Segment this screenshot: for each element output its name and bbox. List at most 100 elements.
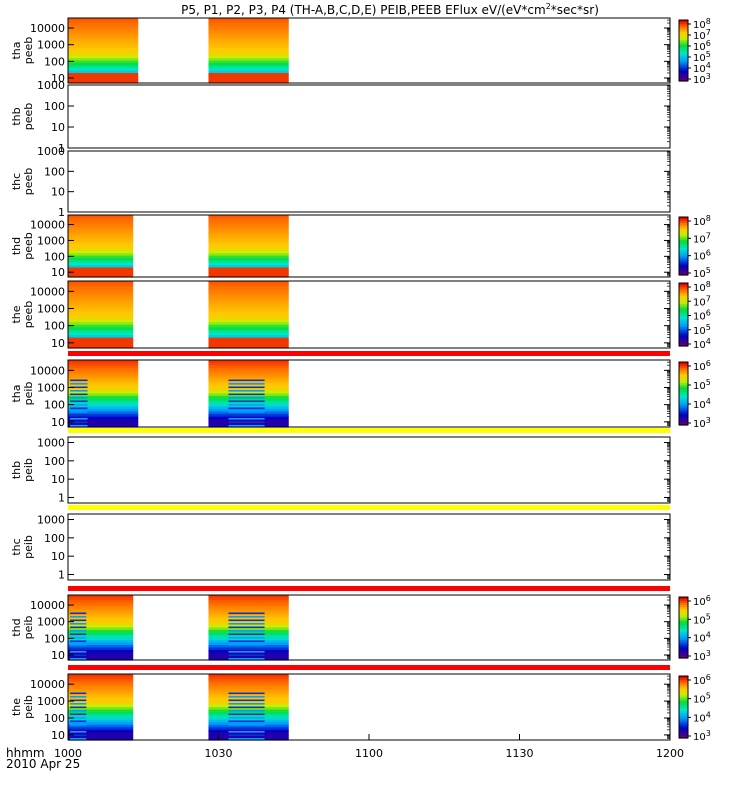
colorbar-cell — [679, 34, 688, 37]
colorbar-cell — [679, 238, 688, 241]
spectrogram-cell — [208, 58, 289, 62]
spectrogram-cell — [208, 314, 289, 318]
spectrogram-cell — [68, 388, 139, 392]
y-tick-label: 10 — [51, 266, 65, 279]
spectrogram-cell — [68, 709, 134, 713]
spectrogram-cell — [208, 55, 289, 59]
spectrogram-cell — [208, 222, 289, 226]
spectrogram-cell — [208, 255, 289, 259]
spectrogram-cell — [68, 684, 134, 688]
y-tick-label: 1000 — [37, 234, 65, 247]
y-axis-label: tha — [10, 41, 23, 59]
spectrogram-cell — [68, 398, 139, 402]
spectrogram-cell — [68, 408, 139, 413]
noise-band — [228, 703, 265, 705]
y-tick-label: 10000 — [30, 599, 65, 612]
colorbar-cell — [679, 404, 688, 407]
colorbar-tick-label: 105 — [693, 612, 711, 626]
spectrogram-cell — [68, 375, 139, 379]
noise-band — [228, 626, 265, 629]
colorbar-cell — [679, 244, 688, 247]
spectrogram-cell — [208, 734, 289, 739]
noise-band — [70, 644, 87, 646]
spectrogram-cell — [68, 704, 134, 708]
colorbar-cell — [679, 627, 688, 631]
noise-band — [228, 404, 265, 406]
spectrogram-cell — [208, 229, 289, 233]
spectrogram-cell — [208, 250, 289, 254]
spectrogram-cell — [68, 269, 134, 273]
y-axis-label: peib — [22, 616, 35, 640]
colorbar-cell — [679, 242, 688, 245]
spectrogram-cell — [68, 43, 139, 47]
noise-band — [228, 390, 265, 392]
colorbar-cell — [679, 56, 688, 60]
spectrogram-cell — [208, 43, 289, 47]
spectrogram-cell — [68, 229, 134, 233]
x-axis: 1000 1030 1100 1130 1200 — [54, 734, 684, 760]
colorbar-cell — [679, 676, 688, 679]
noise-band — [70, 616, 87, 618]
noise-band — [228, 414, 265, 417]
spectrogram-cell — [68, 23, 139, 27]
panel-thc-peeb: 1 10 100 1000 thc peeb — [10, 145, 671, 219]
spectrogram-cell — [68, 424, 139, 428]
colorbar-cell — [679, 362, 688, 365]
colorbar-cell — [679, 700, 688, 704]
spectrogram-cell — [208, 717, 289, 721]
spectrogram-cell — [68, 419, 139, 423]
spectrogram-cell — [68, 238, 134, 242]
colorbar-cell — [679, 240, 688, 243]
spectrogram-cell — [208, 267, 289, 271]
spectrogram-cell — [208, 679, 289, 683]
noise-band — [70, 658, 87, 660]
spectrogram-cell — [68, 301, 134, 305]
colorbar-frame — [678, 282, 689, 347]
y-tick-label: 10 — [51, 729, 65, 742]
spectrogram-cell — [68, 75, 139, 79]
spectrogram-cell — [68, 20, 139, 24]
y-tick-label: 100 — [44, 250, 65, 263]
panel-frame — [67, 673, 671, 741]
noise-band — [228, 696, 265, 698]
spectrogram-cell — [208, 610, 289, 614]
y-tick-label: 1000 — [37, 79, 65, 92]
spectrogram-cell — [208, 272, 289, 276]
y-axis-label: thb — [10, 461, 23, 479]
y-axis-label: thd — [10, 618, 23, 636]
spectrogram-cell — [208, 390, 289, 395]
spectrogram-cell — [208, 732, 289, 736]
colorbar-cell — [679, 364, 688, 367]
spectrogram-cell — [208, 274, 289, 278]
colorbar-cell — [679, 78, 688, 82]
colorbar-cell — [679, 287, 688, 290]
spectrogram-cell — [68, 401, 139, 405]
spectrogram-cell — [68, 630, 134, 634]
colorbar-tick-label: 106 — [693, 39, 711, 53]
noise-band — [228, 651, 265, 653]
spectrogram-cell — [68, 342, 134, 347]
colorbar-cell — [679, 337, 688, 341]
noise-band — [228, 623, 265, 625]
spectrogram-cell — [208, 33, 289, 37]
spectrogram-cell — [208, 231, 289, 235]
spectrogram-cell — [68, 45, 139, 49]
x-axis-date: 2010 Apr 25 — [6, 757, 80, 771]
colorbar-cell — [679, 263, 688, 266]
spectrogram-cell — [68, 406, 139, 410]
noise-band — [228, 644, 265, 646]
colorbar-cell — [679, 649, 688, 653]
colorbar-cell — [679, 46, 688, 50]
colorbar-cell — [679, 50, 688, 54]
spectrogram-cell — [208, 605, 289, 609]
colorbar-tick-label: 103 — [693, 729, 711, 743]
spectrogram-cell — [68, 717, 134, 721]
panel-thd-peeb: 10 100 1000 10000 thd peeb 105 106 107 108 — [10, 214, 711, 280]
noise-band — [70, 633, 87, 636]
noise-band — [70, 414, 88, 417]
spectrogram-cell — [208, 63, 289, 67]
spectrogram-cell — [208, 684, 289, 688]
panel-frame — [67, 513, 671, 581]
colorbar-tick-label: 103 — [693, 72, 711, 86]
spectrogram-cell — [68, 632, 134, 636]
